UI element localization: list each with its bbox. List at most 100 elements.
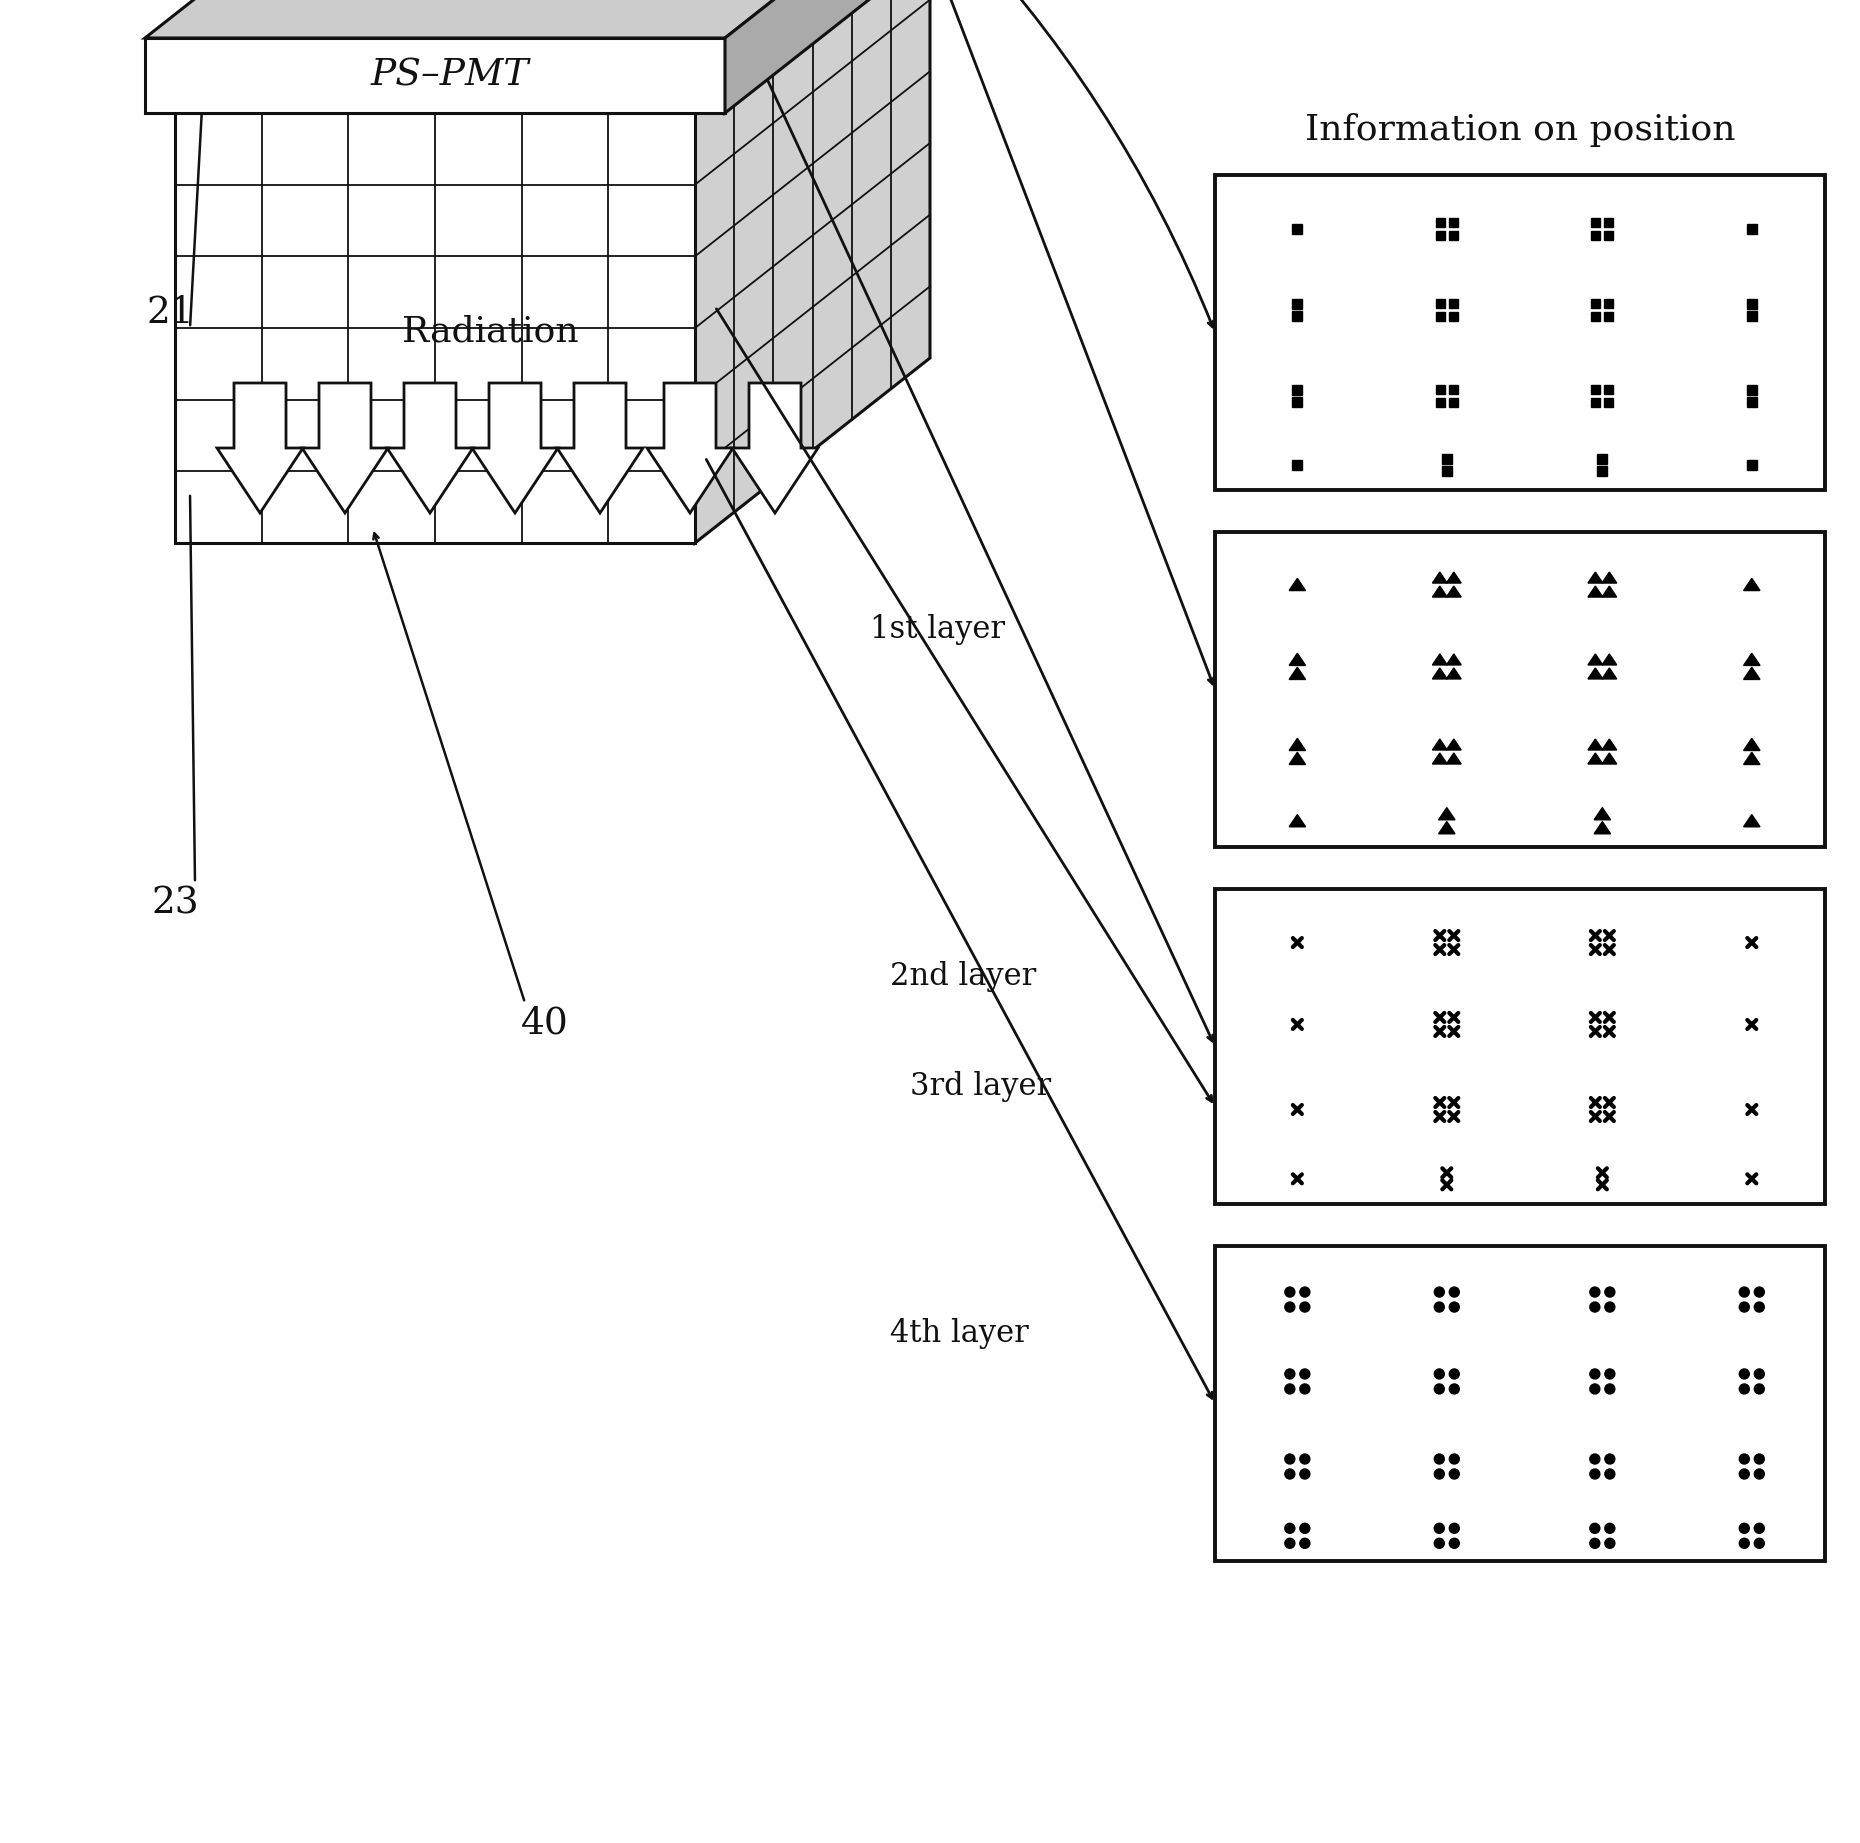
- Circle shape: [1754, 1469, 1765, 1478]
- Polygon shape: [1588, 667, 1603, 678]
- Polygon shape: [1601, 739, 1616, 750]
- Circle shape: [1434, 1454, 1445, 1463]
- Polygon shape: [733, 383, 818, 512]
- Circle shape: [1590, 1369, 1600, 1379]
- Polygon shape: [1743, 815, 1760, 828]
- Circle shape: [1434, 1384, 1445, 1393]
- Polygon shape: [1432, 754, 1447, 765]
- Bar: [1592, 299, 1600, 308]
- Text: 1st layer: 1st layer: [870, 614, 1004, 645]
- Circle shape: [1590, 1454, 1600, 1463]
- Bar: [1293, 223, 1302, 234]
- Text: 3rd layer: 3rd layer: [910, 1071, 1051, 1102]
- Polygon shape: [1447, 571, 1462, 582]
- Polygon shape: [1601, 586, 1616, 597]
- Polygon shape: [1601, 654, 1616, 665]
- Bar: [1592, 385, 1600, 394]
- Polygon shape: [696, 0, 930, 544]
- Bar: [1293, 385, 1302, 394]
- Text: 4th layer: 4th layer: [889, 1318, 1029, 1349]
- Polygon shape: [1447, 667, 1462, 678]
- Circle shape: [1590, 1286, 1600, 1297]
- Bar: [1449, 313, 1458, 321]
- Bar: [1592, 217, 1600, 227]
- Bar: [1449, 385, 1458, 394]
- Bar: [1436, 230, 1445, 240]
- Circle shape: [1285, 1384, 1295, 1393]
- Polygon shape: [1447, 754, 1462, 765]
- Circle shape: [1300, 1524, 1309, 1533]
- Circle shape: [1285, 1454, 1295, 1463]
- Bar: [1442, 466, 1453, 475]
- Circle shape: [1449, 1539, 1460, 1548]
- Polygon shape: [1432, 667, 1447, 678]
- Circle shape: [1300, 1369, 1309, 1379]
- Bar: [1215, 533, 1825, 848]
- Text: 21: 21: [147, 295, 193, 332]
- Bar: [1436, 299, 1445, 308]
- Bar: [1605, 217, 1613, 227]
- Bar: [1215, 888, 1825, 1203]
- Polygon shape: [1438, 807, 1455, 820]
- Polygon shape: [556, 383, 644, 512]
- Bar: [1449, 299, 1458, 308]
- Circle shape: [1754, 1286, 1765, 1297]
- Polygon shape: [1743, 739, 1760, 750]
- Circle shape: [1754, 1524, 1765, 1533]
- Circle shape: [1449, 1469, 1460, 1478]
- Circle shape: [1434, 1469, 1445, 1478]
- Bar: [1605, 385, 1613, 394]
- Circle shape: [1285, 1369, 1295, 1379]
- Bar: [1449, 230, 1458, 240]
- Circle shape: [1300, 1301, 1309, 1312]
- Polygon shape: [1588, 586, 1603, 597]
- Circle shape: [1285, 1469, 1295, 1478]
- Circle shape: [1739, 1539, 1748, 1548]
- Circle shape: [1739, 1384, 1748, 1393]
- Circle shape: [1605, 1286, 1614, 1297]
- Circle shape: [1605, 1384, 1614, 1393]
- Bar: [1747, 396, 1758, 407]
- Polygon shape: [1594, 807, 1611, 820]
- Bar: [1449, 398, 1458, 407]
- Circle shape: [1605, 1301, 1614, 1312]
- Circle shape: [1590, 1524, 1600, 1533]
- Polygon shape: [1432, 654, 1447, 665]
- Circle shape: [1605, 1539, 1614, 1548]
- Bar: [1436, 398, 1445, 407]
- Polygon shape: [1289, 667, 1306, 680]
- Bar: [1598, 466, 1607, 475]
- Circle shape: [1300, 1286, 1309, 1297]
- Text: Radiation: Radiation: [402, 313, 578, 348]
- Polygon shape: [301, 383, 389, 512]
- Polygon shape: [1289, 579, 1306, 590]
- Circle shape: [1449, 1454, 1460, 1463]
- Circle shape: [1434, 1286, 1445, 1297]
- Polygon shape: [1743, 579, 1760, 590]
- Circle shape: [1754, 1539, 1765, 1548]
- Circle shape: [1605, 1469, 1614, 1478]
- Polygon shape: [1447, 739, 1462, 750]
- Text: 2nd layer: 2nd layer: [889, 960, 1036, 992]
- Bar: [1598, 453, 1607, 464]
- Polygon shape: [1289, 652, 1306, 665]
- Circle shape: [1449, 1369, 1460, 1379]
- Bar: [1442, 453, 1453, 464]
- Bar: [1449, 217, 1458, 227]
- Polygon shape: [472, 383, 558, 512]
- Circle shape: [1754, 1369, 1765, 1379]
- Bar: [1747, 385, 1758, 394]
- Bar: [1436, 313, 1445, 321]
- Circle shape: [1590, 1469, 1600, 1478]
- Circle shape: [1739, 1301, 1748, 1312]
- Bar: [1293, 396, 1302, 407]
- Text: 23: 23: [151, 885, 199, 922]
- Polygon shape: [1447, 654, 1462, 665]
- Bar: [1215, 1246, 1825, 1561]
- Polygon shape: [387, 383, 472, 512]
- Bar: [1605, 299, 1613, 308]
- Circle shape: [1285, 1286, 1295, 1297]
- Bar: [1592, 313, 1600, 321]
- Circle shape: [1449, 1286, 1460, 1297]
- Circle shape: [1754, 1384, 1765, 1393]
